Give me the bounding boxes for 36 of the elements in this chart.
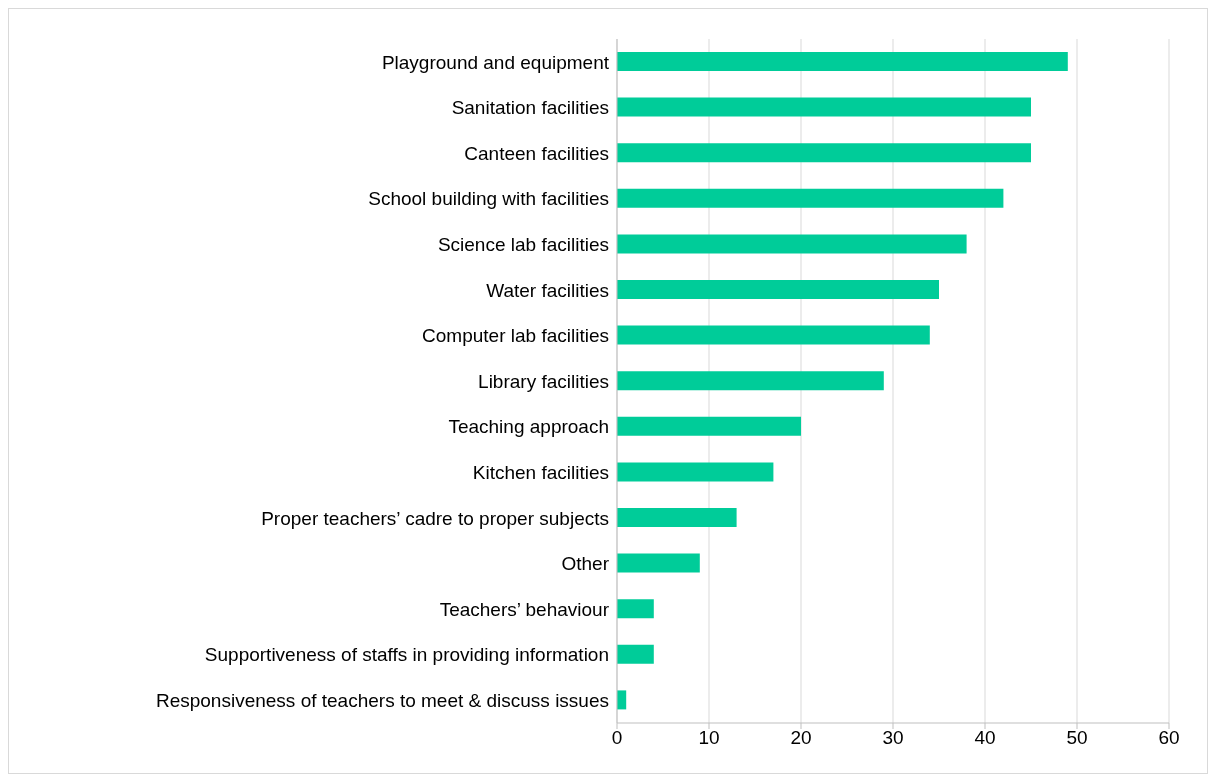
bar [617, 644, 654, 664]
x-tick-label: 20 [790, 727, 812, 749]
y-tick-label: Canteen facilities [464, 142, 609, 164]
y-tick-label: School building with facilities [368, 188, 609, 210]
y-tick-label: Computer lab facilities [422, 325, 609, 347]
bar [617, 462, 774, 482]
y-tick-label: Proper teachers’ cadre to proper subjects [261, 507, 609, 529]
y-tick-label: Responsiveness of teachers to meet & discuss issues [155, 689, 609, 711]
bar [617, 97, 1031, 117]
bar [617, 280, 939, 299]
x-tick-label: 40 [974, 727, 996, 749]
x-tick-label: 10 [698, 727, 720, 749]
y-tick-label: Playground and equipment [381, 51, 610, 73]
x-tick-label: 30 [882, 727, 904, 749]
x-tick-label: 0 [611, 727, 623, 749]
y-tick-label: Teachers’ behaviour [439, 598, 610, 620]
bar [617, 553, 700, 573]
y-tick-label: Water facilities [486, 279, 609, 301]
bar [617, 143, 1031, 163]
x-tick-label: 60 [1158, 727, 1180, 749]
bar [617, 188, 1004, 208]
bar [617, 599, 654, 619]
bar [617, 52, 1068, 71]
bar [617, 508, 737, 527]
x-tick-label: 50 [1066, 727, 1088, 749]
y-tick-label: Science lab facilities [437, 233, 609, 255]
bar [617, 371, 884, 391]
y-tick-label: Teaching approach [448, 416, 609, 438]
y-tick-label: Sanitation facilities [451, 97, 609, 119]
bar [617, 234, 967, 254]
y-tick-label: Kitchen facilities [472, 461, 609, 483]
y-tick-label: Other [561, 553, 610, 575]
y-tick-label: Supportiveness of staffs in providing information [204, 644, 609, 666]
bar [617, 325, 930, 345]
bar [617, 416, 801, 436]
y-tick-label: Library facilities [478, 370, 609, 392]
